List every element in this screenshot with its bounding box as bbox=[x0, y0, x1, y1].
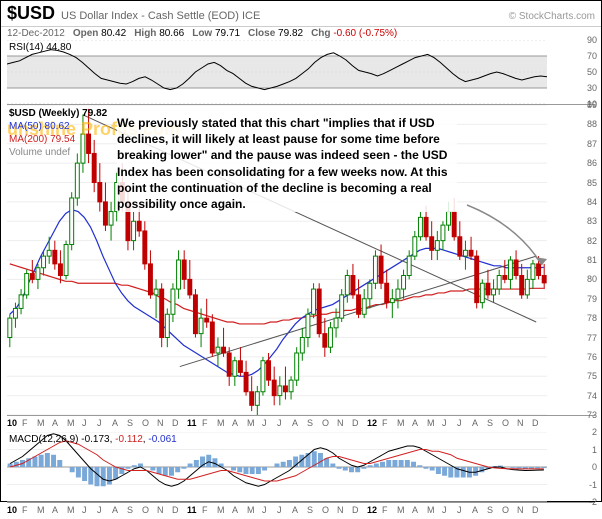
legend: $USD (Weekly) 79.82 MA(50) 80.62 MA(200)… bbox=[9, 107, 107, 159]
x-axis-upper: 10FMAMJJASOND11FMAMJJASOND12FMAMJJASOND bbox=[7, 416, 595, 432]
stockchart: $USD US Dollar Index - Cash Settle (EOD)… bbox=[0, 0, 602, 502]
annotation-text: We previously stated that this chart "im… bbox=[117, 115, 457, 212]
x-axis-lower: 10FMAMJJASOND11FMAMJJASOND12FMAMJJASOND bbox=[7, 503, 595, 519]
legend-ma50: MA(50) 80.62 bbox=[9, 120, 107, 133]
rsi-panel: RSI(14) 44.80 1030507090 bbox=[7, 40, 595, 105]
ticker-name: US Dollar Index - Cash Settle (EOD) ICE bbox=[61, 10, 509, 22]
ohlc-row: 12-Dec-2012 Open 80.42 High 80.66 Low 79… bbox=[1, 27, 601, 40]
title-row: $USD US Dollar Index - Cash Settle (EOD)… bbox=[1, 1, 601, 27]
legend-volume: Volume undef bbox=[9, 146, 107, 159]
chart-date: 12-Dec-2012 bbox=[7, 28, 65, 39]
ticker-symbol: $USD bbox=[7, 3, 55, 24]
source-watermark: © StockCharts.com bbox=[509, 11, 595, 22]
legend-ma200: MA(200) 79.54 bbox=[9, 133, 107, 146]
rsi-label: RSI(14) 44.80 bbox=[9, 42, 71, 53]
legend-primary: $USD (Weekly) 79.82 bbox=[9, 107, 107, 120]
macd-label: MACD(12,26,9) -0.173, -0.112, -0.061 bbox=[9, 434, 177, 445]
price-panel: unshine Profits.com $USD (Weekly) 79.82 … bbox=[7, 105, 595, 416]
macd-panel: MACD(12,26,9) -0.173, -0.112, -0.061 -2-… bbox=[7, 432, 595, 503]
